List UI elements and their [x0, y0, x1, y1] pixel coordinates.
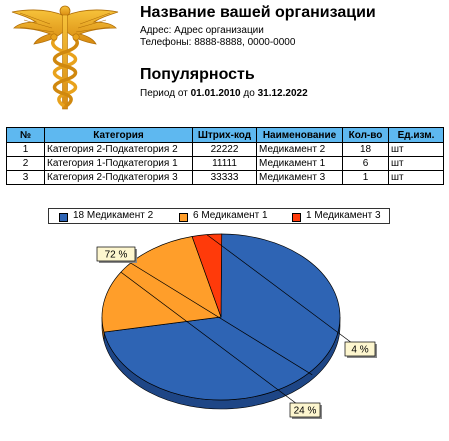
data-label-3: 4 % — [206, 234, 377, 358]
data-label-leader — [206, 234, 361, 350]
report-title: Популярность — [140, 66, 255, 83]
cell-barcode: 22222 — [192, 142, 257, 157]
cell-barcode: 11111 — [192, 156, 257, 171]
cell-quantity: 6 — [342, 156, 389, 171]
cell-number: 1 — [6, 142, 45, 157]
cell-name: Медикамент 2 — [256, 142, 343, 157]
caduceus-logo — [6, 2, 124, 112]
cell-quantity: 1 — [342, 170, 389, 185]
column-header-barcode: Штрих-код — [192, 127, 257, 143]
column-header-quantity: Кол-во — [342, 127, 389, 143]
data-label-text: 4 % — [351, 345, 368, 356]
period-from: 01.01.2010 — [190, 88, 241, 99]
data-label-leader — [120, 271, 306, 411]
cell-name: Медикамент 1 — [256, 156, 343, 171]
data-label-text: 24 % — [294, 406, 317, 417]
pie-slice-2 — [101, 236, 222, 333]
legend-label-series-1: 18 Медикамент 2 — [73, 210, 154, 221]
data-label-box — [96, 246, 136, 262]
legend-swatch-series-1 — [59, 213, 68, 222]
column-header-name: Наименование — [256, 127, 343, 143]
cell-unit: шт — [388, 156, 444, 171]
cell-number: 2 — [6, 156, 45, 171]
cell-quantity: 18 — [342, 142, 389, 157]
cell-category: Категория 2-Подкатегория 2 — [44, 142, 193, 157]
cell-unit: шт — [388, 142, 444, 157]
data-label-box — [289, 402, 321, 418]
popularity-pie-chart: 72 % 24 % 4 % — [96, 233, 377, 419]
popularity-table: № Категория Штрих-код Наименование Кол-в… — [6, 127, 444, 185]
table-row: 2 Категория 1-Подкатегория 1 11111 Медик… — [6, 156, 444, 171]
column-header-unit: Ед.изм. — [388, 127, 444, 143]
legend-label-series-2: 6 Медикамент 1 — [193, 210, 268, 221]
period-separator: до — [240, 88, 258, 99]
data-label-text: 72 % — [105, 250, 128, 261]
column-header-category: Категория — [44, 127, 193, 143]
report-period: Период от 01.01.2010 до 31.12.2022 — [140, 88, 308, 99]
data-label-box — [344, 341, 376, 357]
cell-category: Категория 2-Подкатегория 3 — [44, 170, 193, 185]
period-prefix: Период от — [140, 88, 191, 99]
legend-label-series-3: 1 Медикамент 3 — [306, 210, 381, 221]
cell-name: Медикамент 3 — [256, 170, 343, 185]
table-header-row: № Категория Штрих-код Наименование Кол-в… — [6, 127, 444, 143]
table-row: 1 Категория 2-Подкатегория 2 22222 Медик… — [6, 142, 444, 157]
pie-slice-1 — [103, 233, 341, 401]
data-label-1: 72 % — [96, 246, 313, 376]
cell-unit: шт — [388, 170, 444, 185]
table-row: 3 Категория 2-Подкатегория 3 33333 Медик… — [6, 170, 444, 185]
period-to: 31.12.2022 — [257, 88, 308, 99]
pie-slice-3 — [191, 233, 223, 318]
column-header-number: № — [6, 127, 45, 143]
organization-address: Адрес: Адрес организации — [140, 25, 264, 36]
data-label-leader — [115, 253, 313, 376]
legend-swatch-series-3 — [292, 213, 301, 222]
legend-swatch-series-2 — [179, 213, 188, 222]
organization-phones: Телефоны: 8888-8888, 0000-0000 — [140, 37, 296, 48]
cell-category: Категория 1-Подкатегория 1 — [44, 156, 193, 171]
organization-name: Название вашей организации — [140, 4, 376, 21]
cell-barcode: 33333 — [192, 170, 257, 185]
data-label-2: 24 % — [120, 271, 322, 419]
cell-number: 3 — [6, 170, 45, 185]
chart-legend: 18 Медикамент 2 6 Медикамент 1 1 Медикам… — [48, 208, 390, 224]
